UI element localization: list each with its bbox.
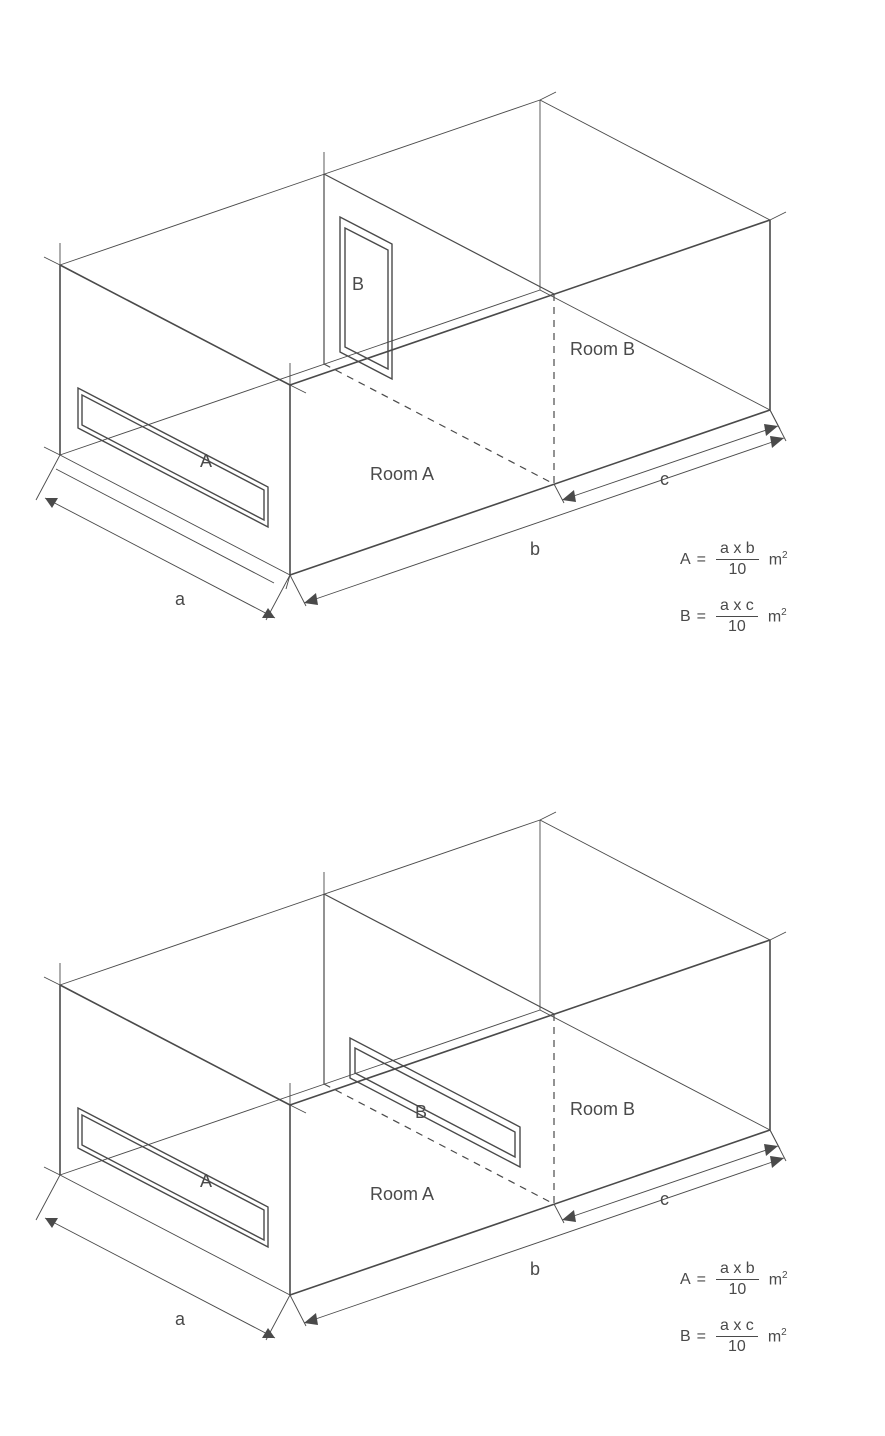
diagram-container: A B Room A Room B a b c A = a x b 10 m2 … — [0, 0, 885, 1436]
equals-sign: = — [697, 551, 706, 569]
formula-numerator: a x b — [716, 540, 759, 560]
formula-A-1: A = a x b 10 m2 — [680, 540, 788, 579]
dim-b-2: b — [530, 1259, 540, 1279]
label-room-b-2: Room B — [570, 1099, 635, 1119]
formula-numerator: a x b — [716, 1260, 759, 1280]
formula-numerator: a x c — [716, 1317, 758, 1337]
dim-b-1: b — [530, 539, 540, 559]
formula-unit: m — [769, 1271, 782, 1288]
formula-exp: 2 — [781, 607, 787, 618]
formula-denominator: 10 — [728, 560, 746, 579]
dim-a-2: a — [175, 1309, 186, 1329]
label-room-a-1: Room A — [370, 464, 434, 484]
formula-denominator: 10 — [728, 617, 746, 636]
dim-a-1: a — [175, 589, 186, 609]
formula-numerator: a x c — [716, 597, 758, 617]
formula-lhs: A — [680, 551, 691, 569]
label-B-1: B — [352, 274, 364, 294]
equals-sign: = — [697, 1271, 706, 1289]
formula-unit: m — [768, 608, 781, 625]
formula-block-2: A = a x b 10 m2 B = a x c 10 m2 — [680, 1260, 788, 1374]
label-room-b-1: Room B — [570, 339, 635, 359]
formula-block-1: A = a x b 10 m2 B = a x c 10 m2 — [680, 540, 788, 654]
formula-exp: 2 — [782, 1270, 788, 1281]
dim-c-2: c — [660, 1189, 669, 1209]
formula-lhs: A — [680, 1271, 691, 1289]
label-A-2: A — [200, 1171, 212, 1191]
formula-B-2: B = a x c 10 m2 — [680, 1317, 788, 1356]
label-A-1: A — [200, 451, 212, 471]
formula-A-2: A = a x b 10 m2 — [680, 1260, 788, 1299]
label-B-2: B — [415, 1102, 427, 1122]
formula-unit: m — [768, 1328, 781, 1345]
formula-denominator: 10 — [728, 1280, 746, 1299]
equals-sign: = — [697, 1328, 706, 1346]
dim-c-1: c — [660, 469, 669, 489]
formula-lhs: B — [680, 1328, 691, 1346]
formula-unit: m — [769, 551, 782, 568]
formula-exp: 2 — [781, 1327, 787, 1338]
formula-denominator: 10 — [728, 1337, 746, 1356]
formula-exp: 2 — [782, 550, 788, 561]
formula-lhs: B — [680, 608, 691, 626]
formula-B-1: B = a x c 10 m2 — [680, 597, 788, 636]
label-room-a-2: Room A — [370, 1184, 434, 1204]
equals-sign: = — [697, 608, 706, 626]
